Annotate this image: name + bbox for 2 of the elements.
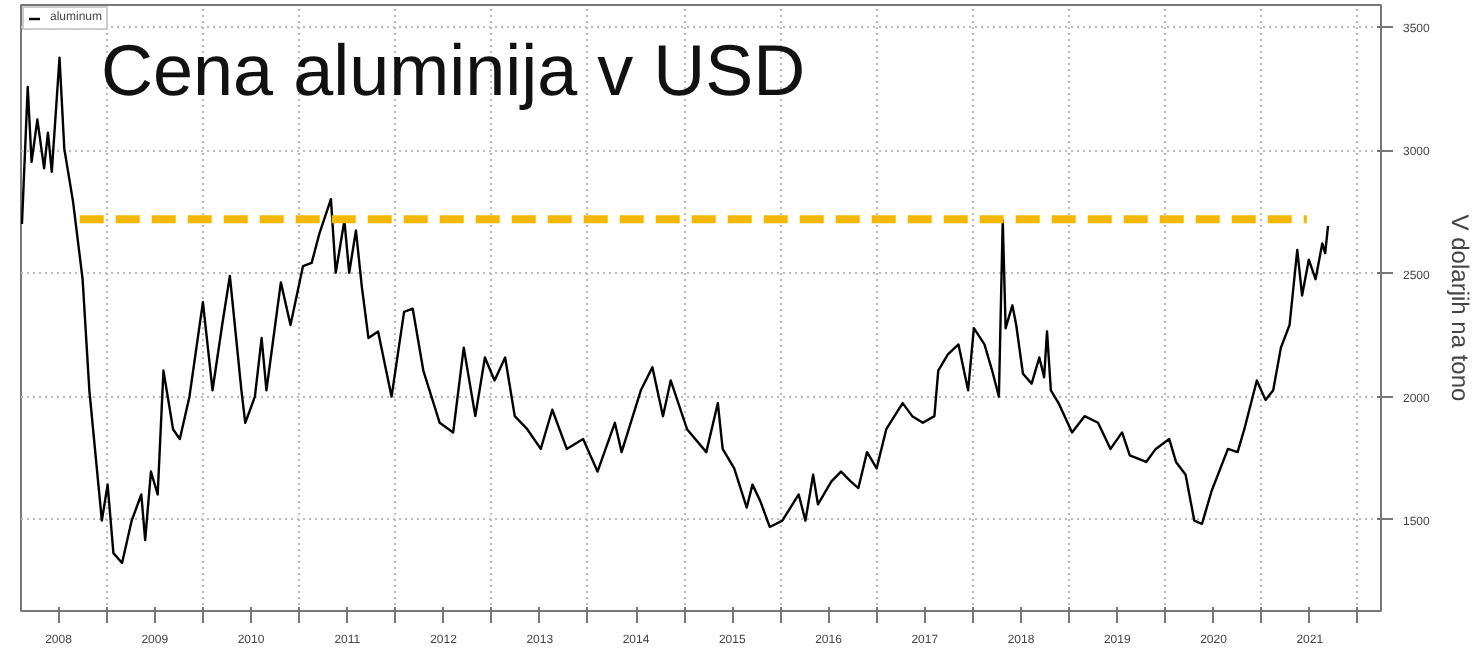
y-axis-title: V dolarjih na tono xyxy=(1445,214,1472,403)
chart-title: Cena aluminija v USD xyxy=(101,29,806,111)
